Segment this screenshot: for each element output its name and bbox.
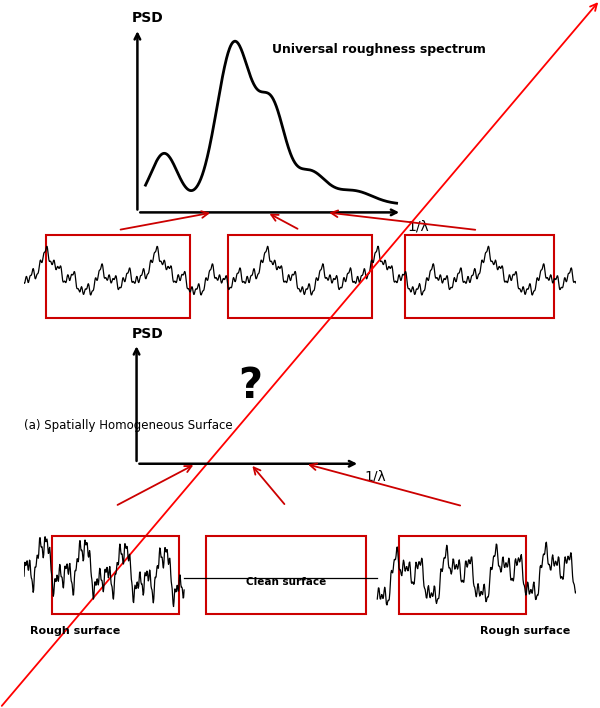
- Text: Universal roughness spectrum: Universal roughness spectrum: [272, 43, 486, 56]
- Bar: [46, 235, 190, 317]
- Text: PSD: PSD: [132, 327, 164, 341]
- Text: 1/λ: 1/λ: [407, 219, 429, 234]
- Text: Rough surface: Rough surface: [29, 626, 120, 636]
- Text: PSD: PSD: [132, 11, 164, 25]
- Bar: [206, 536, 366, 615]
- Text: 1/λ: 1/λ: [365, 470, 386, 484]
- Bar: [405, 235, 554, 317]
- Bar: [228, 235, 372, 317]
- Bar: [400, 536, 526, 615]
- Text: ?: ?: [238, 365, 263, 406]
- Text: (a) Spatially Homogeneous Surface: (a) Spatially Homogeneous Surface: [24, 419, 233, 432]
- Bar: [52, 536, 179, 615]
- Text: Clean surface: Clean surface: [246, 577, 326, 587]
- Text: Rough surface: Rough surface: [480, 626, 571, 636]
